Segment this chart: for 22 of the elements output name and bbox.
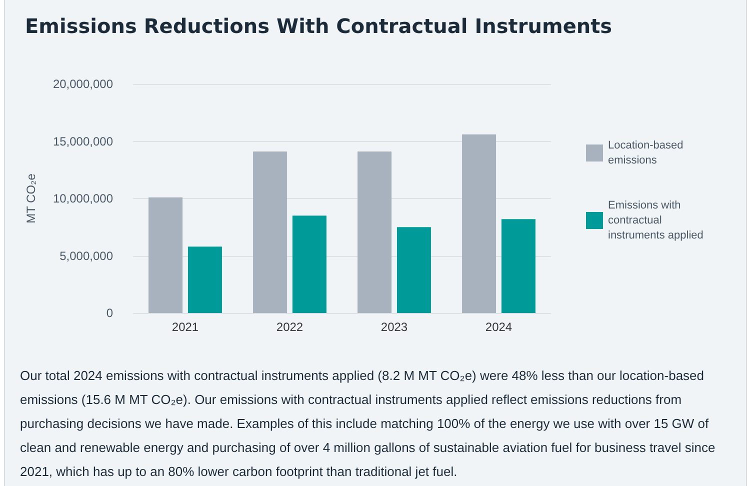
y-axis-title: MT CO₂e [24, 173, 38, 224]
bar [188, 246, 222, 313]
legend-label: Emissions with contractual instruments applied [608, 200, 704, 242]
y-tick-label: 20,000,000 [52, 77, 114, 91]
bar [292, 216, 326, 313]
bar [148, 197, 183, 313]
x-tick-label: 2023 [380, 320, 408, 334]
y-tick-label: 10,000,000 [52, 192, 114, 206]
y-tick-label: 15,000,000 [52, 134, 114, 148]
y-tick-label: 0 [106, 306, 114, 320]
x-tick-label: 2022 [276, 320, 304, 334]
bar [396, 227, 431, 313]
x-tick-label: 2021 [172, 320, 199, 334]
x-tick-label: 2024 [485, 320, 512, 334]
bar [501, 219, 536, 313]
y-tick-label: 5,000,000 [60, 248, 114, 263]
bar [358, 152, 392, 313]
chart-title: Emissions Reductions With Contractual Instruments [25, 14, 612, 38]
bar [462, 134, 496, 313]
bar [253, 152, 288, 313]
legend-label: Location-based emissions [608, 140, 686, 166]
text: Our total 2024 emissions with contractual instruments applied (8.2 M MT CO₂e) were 48% less than our location-based emissions (15.6 M MT CO₂e). Our emissions with contractual instruments applied reflect emissions reductions from purchasing decisions we have made. Examples of this include matching 100% of the energy we use with over 15 GW of clean and renewable energy and purchasing of over 4 million gallons of sustainable aviation fuel for business travel since 2021, which has up to an 80% lower carbon footprint than traditional jet fuel. [20, 367, 716, 481]
